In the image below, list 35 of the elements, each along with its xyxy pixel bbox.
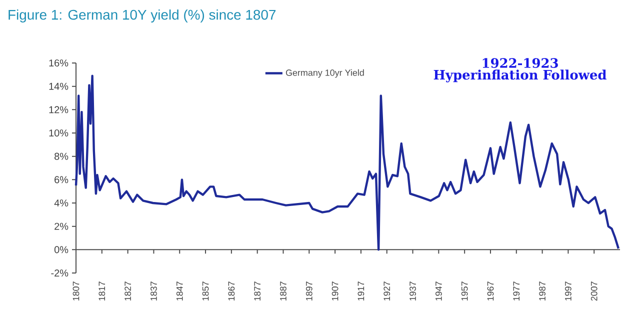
x-tick-label: 1827 xyxy=(124,282,131,300)
y-tick-label: 2% xyxy=(54,222,68,230)
x-tick-label: 1837 xyxy=(150,282,157,300)
y-tick-label: 10% xyxy=(49,129,68,137)
y-tick-label: -2% xyxy=(51,269,68,277)
x-tick-label: 1897 xyxy=(306,282,312,300)
y-tick-label: 12% xyxy=(49,106,68,114)
x-tick-label: 1817 xyxy=(98,282,106,300)
x-tick-label: 1867 xyxy=(228,282,235,300)
legend-label: Germany 10yr Yield xyxy=(286,69,364,78)
x-tick-label: 1987 xyxy=(539,282,546,300)
x-tick-label: 1967 xyxy=(487,282,494,300)
x-tick-label: 2007 xyxy=(590,282,598,301)
y-tick-label: 4% xyxy=(54,200,68,206)
annotation: 1922-1923 xyxy=(482,58,558,68)
y-tick-label: 6% xyxy=(54,176,68,184)
chart-title: Figure 1: German 10Y yield (%) since 1807 xyxy=(8,9,276,22)
y-tick-label: 0% xyxy=(54,246,68,254)
x-tick-label: 1977 xyxy=(513,282,520,300)
x-tick-label: 1887 xyxy=(280,282,286,300)
x-tick-label: 1847 xyxy=(176,282,183,300)
x-tick-label: 1927 xyxy=(384,282,390,300)
x-tick-label: 1857 xyxy=(202,282,209,300)
x-tick-label: 1997 xyxy=(565,282,572,300)
x-tick-label: 1877 xyxy=(254,282,261,300)
annotation: Hyperinflation Followed xyxy=(434,70,606,82)
x-tick-label: 1807 xyxy=(72,282,80,300)
x-tick-label: 1947 xyxy=(435,282,442,300)
y-tick-label: 16% xyxy=(49,59,68,67)
x-tick-label: 1907 xyxy=(332,282,338,300)
y-tick-label: 14% xyxy=(49,82,68,90)
x-tick-label: 1917 xyxy=(358,282,364,300)
x-tick-label: 1957 xyxy=(461,282,468,300)
y-tick-label: 8% xyxy=(54,152,68,160)
x-tick-label: 1937 xyxy=(410,282,416,300)
